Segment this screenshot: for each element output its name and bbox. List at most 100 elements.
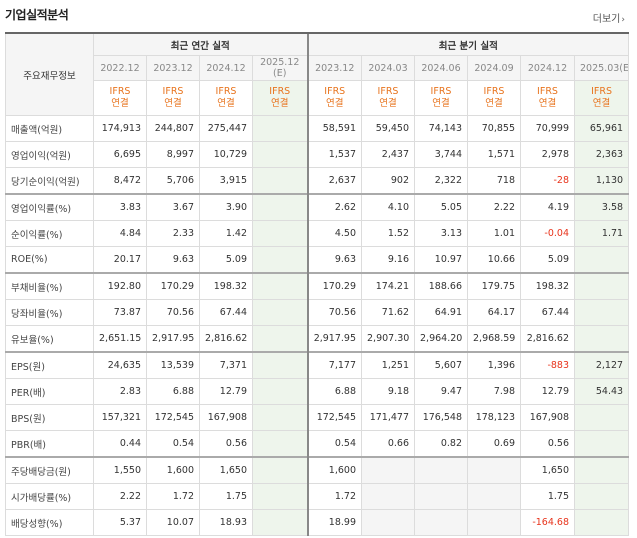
quarter-value-cell: -164.68 bbox=[520, 509, 575, 536]
quarter-value-cell: 18.99 bbox=[306, 509, 362, 536]
annual-group-header: 최근 연간 실적 bbox=[93, 32, 308, 56]
quarter-value-cell: 70.56 bbox=[306, 299, 362, 326]
quarter-value-cell: 1,650 bbox=[520, 456, 575, 484]
quarter-value-cell: 2,437 bbox=[361, 141, 415, 168]
annual-value-cell: 6.88 bbox=[146, 378, 200, 405]
quarter-value-cell: 4.10 bbox=[361, 193, 415, 221]
quarter-value-cell: 1,537 bbox=[306, 141, 362, 168]
annual-value-cell: 1,600 bbox=[146, 456, 200, 484]
quarter-value-cell bbox=[573, 404, 630, 431]
quarter-value-cell: 12.79 bbox=[520, 378, 575, 405]
table-row: 영업이익(억원) 6,695 8,997 10,729 1,537 2,437 3,744 1… bbox=[5, 141, 630, 168]
period-header: 2024.06 bbox=[414, 55, 468, 81]
quarter-value-cell bbox=[467, 509, 521, 536]
annual-value-cell: 73.87 bbox=[93, 299, 147, 326]
quarter-value-cell: 2,363 bbox=[573, 141, 630, 168]
table-row: 영업이익률(%) 3.83 3.67 3.90 2.62 4.10 5.05 2.22 4.19… bbox=[5, 193, 630, 221]
annual-value-cell: 1,650 bbox=[199, 456, 253, 484]
quarter-value-cell bbox=[361, 509, 415, 536]
annual-value-cell bbox=[252, 115, 308, 142]
quarter-value-cell: 0.82 bbox=[414, 430, 468, 458]
quarter-value-cell: 5.05 bbox=[414, 193, 468, 221]
row-label: 당좌비율(%) bbox=[5, 299, 94, 326]
table-row: EPS(원) 24,635 13,539 7,371 7,177 1,251 5,607 1,… bbox=[5, 351, 630, 379]
annual-value-cell bbox=[252, 325, 308, 353]
annual-value-cell: 192.80 bbox=[93, 272, 147, 300]
financial-table: 주요재무정보 최근 연간 실적 최근 분기 실적 2022.12 2023.12… bbox=[5, 32, 630, 536]
annual-value-cell: 2,917.95 bbox=[146, 325, 200, 353]
row-label: 영업이익률(%) bbox=[5, 193, 94, 221]
quarter-value-cell: 718 bbox=[467, 167, 521, 195]
period-header: 2024.09 bbox=[467, 55, 521, 81]
annual-value-cell bbox=[252, 456, 308, 484]
annual-value-cell bbox=[252, 272, 308, 300]
quarter-value-cell: 198.32 bbox=[520, 272, 575, 300]
quarter-value-cell: 10.97 bbox=[414, 246, 468, 274]
row-label: 배당성향(%) bbox=[5, 509, 94, 536]
annual-value-cell: 0.44 bbox=[93, 430, 147, 458]
quarter-value-cell: 2.22 bbox=[467, 193, 521, 221]
annual-value-cell: 70.56 bbox=[146, 299, 200, 326]
table-row: 순이익률(%) 4.84 2.33 1.42 4.50 1.52 3.13 1.01 -0.04… bbox=[5, 220, 630, 247]
annual-value-cell bbox=[252, 483, 308, 510]
quarter-value-cell: 2,978 bbox=[520, 141, 575, 168]
quarter-value-cell: 2,917.95 bbox=[306, 325, 362, 353]
annual-value-cell: 198.32 bbox=[199, 272, 253, 300]
annual-value-cell: 157,321 bbox=[93, 404, 147, 431]
row-label: 당기순이익(억원) bbox=[5, 167, 94, 195]
ifrs-consolidated-label: IFRS 연결 bbox=[146, 80, 200, 116]
quarter-value-cell: 65,961 bbox=[573, 115, 630, 142]
quarter-value-cell: 3.13 bbox=[414, 220, 468, 247]
row-label: PER(배) bbox=[5, 378, 94, 405]
annual-value-cell: 18.93 bbox=[199, 509, 253, 536]
table-row: 주당배당금(원) 1,550 1,600 1,650 1,600 1,650 bbox=[5, 456, 630, 484]
annual-value-cell bbox=[252, 246, 308, 274]
annual-value-cell: 5,706 bbox=[146, 167, 200, 195]
quarter-value-cell: 5,607 bbox=[414, 351, 468, 379]
quarter-value-cell bbox=[573, 456, 630, 484]
annual-value-cell: 1,550 bbox=[93, 456, 147, 484]
period-header: 2024.03 bbox=[361, 55, 415, 81]
period-header: 2024.12 bbox=[520, 55, 575, 81]
chevron-right-icon: › bbox=[621, 15, 625, 25]
quarter-value-cell: 67.44 bbox=[520, 299, 575, 326]
quarter-value-cell: -0.04 bbox=[520, 220, 575, 247]
table-row: 시가배당률(%) 2.22 1.72 1.75 1.72 1.75 bbox=[5, 483, 630, 510]
more-link[interactable]: 더보기› bbox=[593, 10, 625, 25]
quarter-value-cell bbox=[361, 483, 415, 510]
ifrs-consolidated-label: IFRS 연결 bbox=[573, 80, 630, 116]
quarter-value-cell: 0.56 bbox=[520, 430, 575, 458]
annual-value-cell: 20.17 bbox=[93, 246, 147, 274]
quarter-value-cell: 172,545 bbox=[306, 404, 362, 431]
annual-value-cell: 2.22 bbox=[93, 483, 147, 510]
ifrs-consolidated-label: IFRS 연결 bbox=[520, 80, 575, 116]
annual-value-cell: 10.07 bbox=[146, 509, 200, 536]
quarter-value-cell: 0.69 bbox=[467, 430, 521, 458]
annual-value-cell: 0.54 bbox=[146, 430, 200, 458]
quarter-value-cell: 9.47 bbox=[414, 378, 468, 405]
annual-value-cell: 5.09 bbox=[199, 246, 253, 274]
annual-value-cell: 0.56 bbox=[199, 430, 253, 458]
row-label: BPS(원) bbox=[5, 404, 94, 431]
annual-value-cell bbox=[252, 404, 308, 431]
annual-value-cell: 2.83 bbox=[93, 378, 147, 405]
quarter-value-cell: 1,571 bbox=[467, 141, 521, 168]
quarter-value-cell: 64.91 bbox=[414, 299, 468, 326]
quarter-value-cell: 2,964.20 bbox=[414, 325, 468, 353]
annual-value-cell: 1.75 bbox=[199, 483, 253, 510]
quarter-value-cell: 0.54 bbox=[306, 430, 362, 458]
quarter-value-cell: 2,907.30 bbox=[361, 325, 415, 353]
more-label: 더보기 bbox=[592, 14, 621, 25]
table-row: ROE(%) 20.17 9.63 5.09 9.63 9.16 10.97 10.66 5.0… bbox=[5, 246, 630, 274]
annual-value-cell: 3.83 bbox=[93, 193, 147, 221]
row-label: 주당배당금(원) bbox=[5, 456, 94, 484]
annual-value-cell: 275,447 bbox=[199, 115, 253, 142]
quarter-value-cell: 70,855 bbox=[467, 115, 521, 142]
ifrs-consolidated-label: IFRS 연결 bbox=[252, 80, 308, 116]
quarter-value-cell: 178,123 bbox=[467, 404, 521, 431]
ifrs-consolidated-label: IFRS 연결 bbox=[306, 80, 362, 116]
quarter-value-cell: 1.72 bbox=[306, 483, 362, 510]
quarter-value-cell: 1.01 bbox=[467, 220, 521, 247]
quarter-value-cell: 7.98 bbox=[467, 378, 521, 405]
quarter-value-cell bbox=[414, 456, 468, 484]
